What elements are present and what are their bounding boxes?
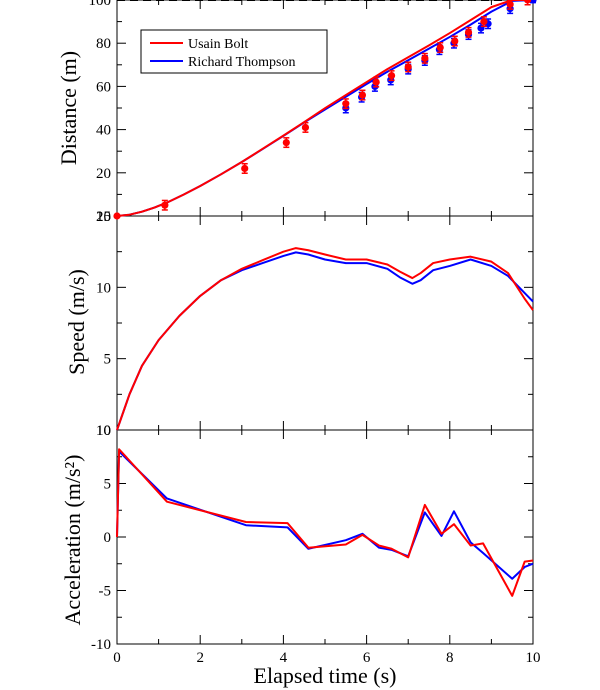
data-point-usain-bolt: [480, 18, 488, 26]
x-tick-label: 0: [113, 650, 121, 666]
x-tick-label: 10: [526, 650, 541, 666]
ticks-layer: [116, 0, 534, 645]
series-layer: [116, 0, 534, 597]
y-tick-label: -10: [91, 637, 111, 653]
legend-label-thompson: Richard Thompson: [188, 55, 295, 70]
speed-ylabel: Speed (m/s): [64, 269, 89, 375]
legend: Usain Bolt Richard Thompson: [140, 29, 328, 74]
data-point-usain-bolt: [387, 72, 396, 80]
acceleration-ylabel: Acceleration (m/s²): [60, 455, 85, 626]
y-tick-label: 100: [89, 0, 112, 9]
data-point-usain-bolt: [464, 28, 473, 36]
data-point-usain-bolt: [421, 54, 429, 62]
acceleration-panel-frame: [116, 429, 534, 645]
x-tick-label: 8: [446, 650, 454, 666]
y-tick-label: 5: [104, 477, 112, 493]
markers-layer: [113, 0, 537, 220]
data-point-usain-bolt: [113, 212, 121, 220]
legend-label-bolt: Usain Bolt: [188, 37, 248, 52]
y-tick-label: -5: [99, 584, 112, 600]
legend-box: [140, 29, 328, 74]
data-point-richard-thompson: [529, 0, 537, 4]
y-tick-label: 15: [96, 209, 111, 225]
data-point-usain-bolt: [282, 138, 290, 147]
series-line-usain-bolt: [116, 247, 534, 431]
speed-panel-frame: [116, 215, 534, 431]
y-tick-label: 80: [96, 36, 111, 52]
distance-ylabel: Distance (m): [56, 51, 81, 165]
y-tick-label: 0: [104, 530, 112, 546]
series-line-richard-thompson: [116, 450, 534, 580]
data-point-usain-bolt: [506, 0, 514, 8]
y-tick-label: 60: [96, 79, 111, 95]
series-line-richard-thompson: [116, 251, 534, 431]
xlabel: Elapsed time (s): [254, 663, 397, 688]
y-tick-label: 20: [96, 166, 111, 182]
data-point-usain-bolt: [241, 164, 249, 173]
y-tick-label: 10: [96, 423, 111, 439]
data-point-usain-bolt: [436, 43, 444, 52]
data-point-usain-bolt: [523, 0, 532, 4]
y-tick-label: 40: [96, 123, 111, 139]
y-tick-label: 5: [104, 352, 112, 368]
x-tick-label: 2: [196, 650, 204, 666]
y-tick-label: 20: [96, 209, 111, 225]
data-point-usain-bolt: [372, 78, 380, 86]
data-point-usain-bolt: [451, 37, 459, 45]
data-point-usain-bolt: [404, 63, 412, 71]
data-point-usain-bolt: [301, 123, 310, 132]
data-point-usain-bolt: [161, 201, 169, 209]
x-tick-label: 4: [280, 650, 288, 666]
x-tick-label: 6: [363, 650, 371, 666]
data-point-usain-bolt: [342, 100, 350, 108]
data-point-usain-bolt: [358, 91, 367, 99]
y-tick-label: 10: [96, 280, 111, 296]
series-line-usain-bolt: [116, 448, 534, 597]
y-tick-label: 10: [96, 423, 111, 439]
